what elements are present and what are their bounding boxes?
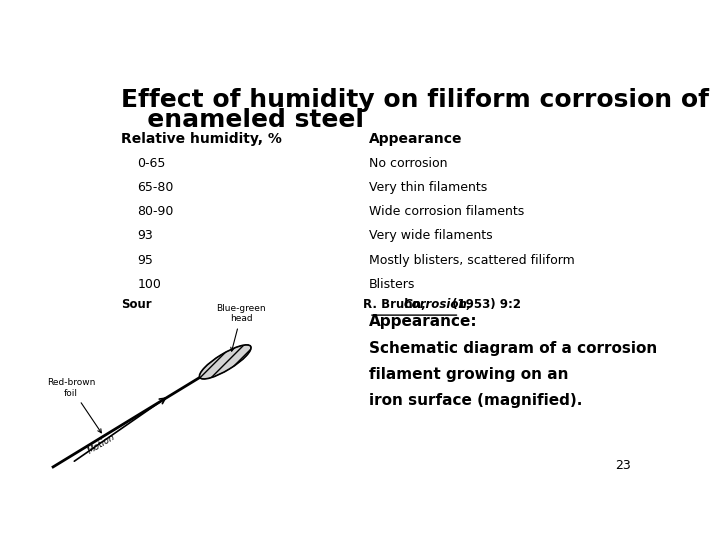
- Text: 0-65: 0-65: [138, 157, 166, 170]
- Text: 100: 100: [138, 278, 161, 291]
- Text: enameled steel: enameled steel: [121, 109, 364, 132]
- Text: Blisters: Blisters: [369, 278, 415, 291]
- Text: Mostly blisters, scattered filiform: Mostly blisters, scattered filiform: [369, 254, 575, 267]
- Text: Appearance: Appearance: [369, 132, 462, 146]
- Text: 95: 95: [138, 254, 153, 267]
- Text: Effect of humidity on filiform corrosion of: Effect of humidity on filiform corrosion…: [121, 87, 708, 112]
- Text: Motion: Motion: [86, 433, 117, 456]
- Text: (1953) 9:2: (1953) 9:2: [449, 298, 521, 310]
- Text: Red-brown
foil: Red-brown foil: [47, 379, 102, 433]
- Text: 65-80: 65-80: [138, 181, 174, 194]
- Text: Schematic diagram of a corrosion: Schematic diagram of a corrosion: [369, 341, 657, 356]
- Text: No corrosion: No corrosion: [369, 157, 448, 170]
- Text: Wide corrosion filaments: Wide corrosion filaments: [369, 205, 524, 218]
- Text: iron surface (magnified).: iron surface (magnified).: [369, 393, 582, 408]
- Text: Blue-green
head: Blue-green head: [217, 304, 266, 351]
- Text: R. Bruhn,: R. Bruhn,: [364, 298, 430, 310]
- Text: filament growing on an: filament growing on an: [369, 367, 569, 382]
- Text: 23: 23: [616, 460, 631, 472]
- Text: Sour: Sour: [121, 298, 151, 310]
- Text: Very wide filaments: Very wide filaments: [369, 230, 492, 242]
- Text: Appearance:: Appearance:: [369, 314, 477, 329]
- Text: 80-90: 80-90: [138, 205, 174, 218]
- Ellipse shape: [199, 345, 251, 379]
- Text: Very thin filaments: Very thin filaments: [369, 181, 487, 194]
- Text: Corrosion,: Corrosion,: [404, 298, 472, 310]
- Text: 93: 93: [138, 230, 153, 242]
- Text: Relative humidity, %: Relative humidity, %: [121, 132, 282, 146]
